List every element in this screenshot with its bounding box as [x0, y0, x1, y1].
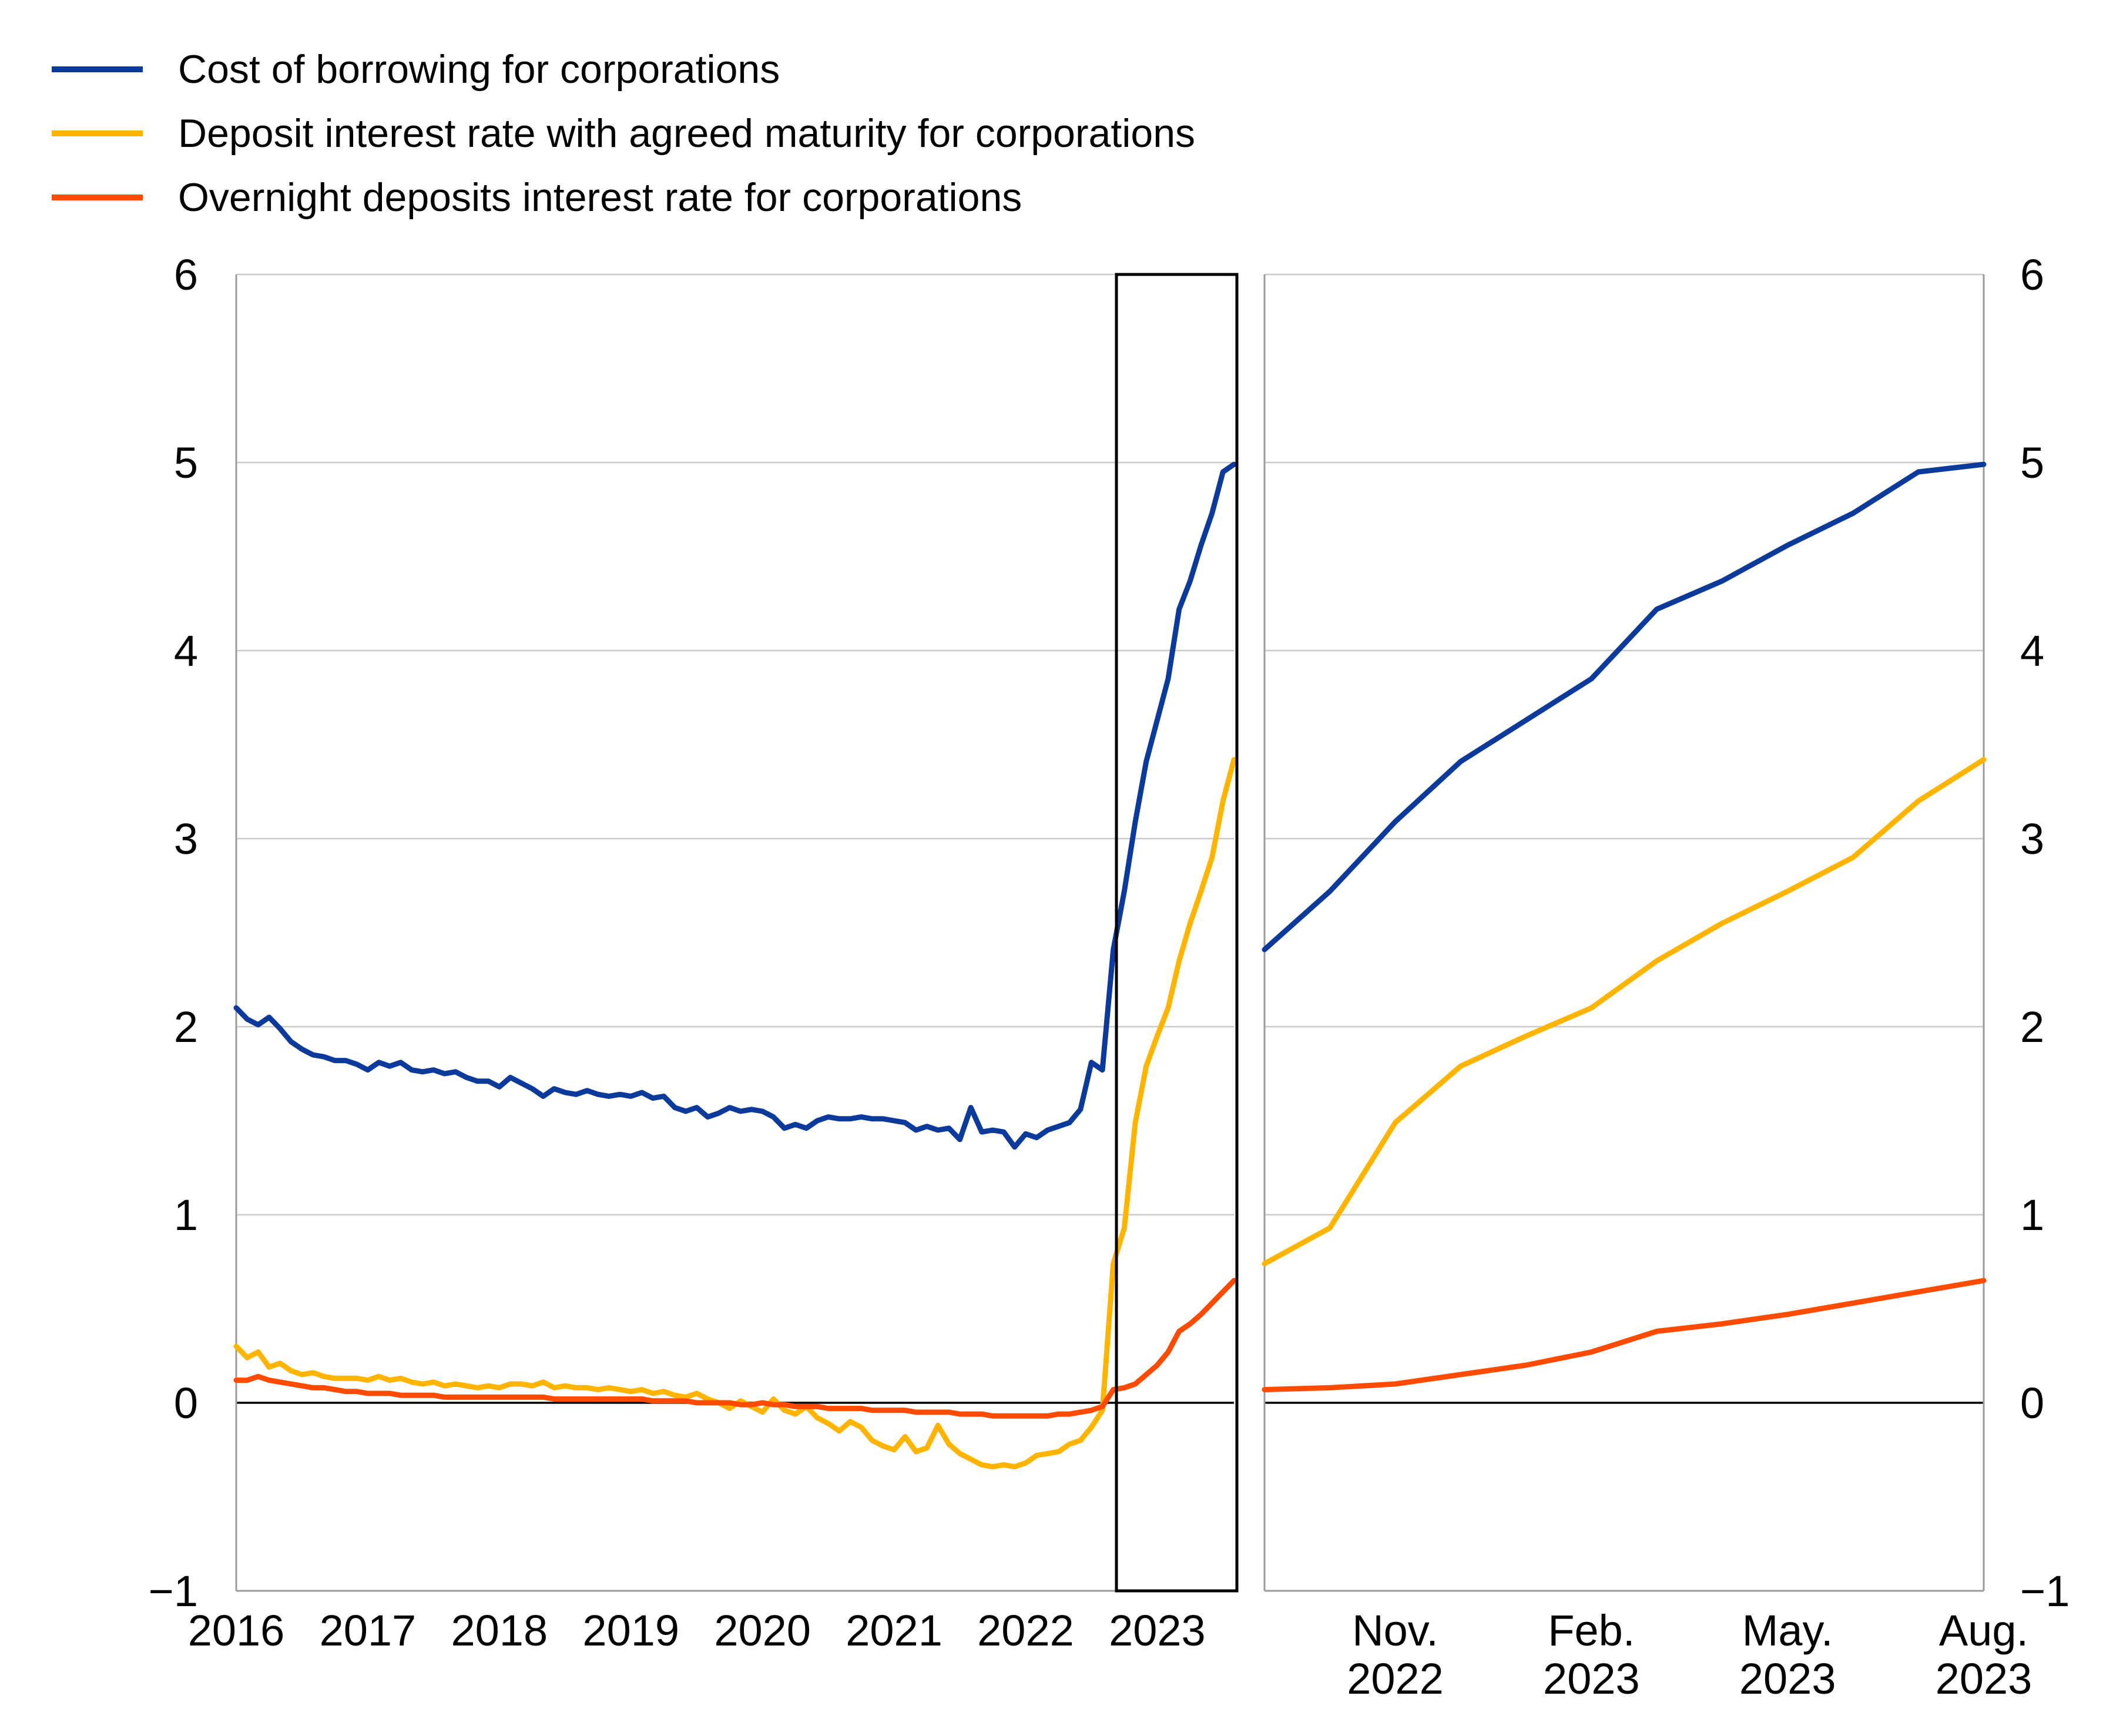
legend-label: Overnight deposits interest rate for cor…	[178, 175, 1022, 220]
y-tick-label-left: 2	[174, 1003, 198, 1051]
zoom-highlight-rect	[1115, 273, 1239, 1593]
y-tick-label-left: 4	[174, 626, 198, 675]
x-tick-label-month: Aug.	[1939, 1606, 2028, 1655]
series-line-deposit_agreed_maturity	[233, 757, 1237, 1470]
x-tick-label-month: Nov.	[1352, 1606, 1438, 1655]
x-tick-label-year: 2016	[188, 1606, 285, 1655]
y-tick-label-left: 0	[174, 1379, 198, 1427]
series-line-overnight_deposits	[233, 1278, 1237, 1419]
y-tick-label-right: 1	[2020, 1191, 2044, 1239]
x-tick-label-month-year: 2022	[1347, 1654, 1444, 1703]
y-tick-label-left: 6	[174, 250, 198, 299]
legend: Cost of borrowing for corporations Depos…	[52, 37, 1195, 229]
series-line-cost_of_borrowing	[233, 461, 1237, 1150]
y-tick-label-right: 6	[2020, 250, 2044, 299]
legend-item: Deposit interest rate with agreed maturi…	[52, 101, 1195, 165]
y-tick-label-right: 2	[2020, 1003, 2044, 1051]
legend-line-swatch-deposit-agreed-maturity	[52, 130, 143, 136]
x-tick-label-year: 2020	[714, 1606, 811, 1655]
y-tick-label-right: −1	[2020, 1567, 2070, 1616]
legend-label: Deposit interest rate with agreed maturi…	[178, 110, 1196, 156]
x-tick-label-year: 2023	[1109, 1606, 1206, 1655]
y-tick-label-left: 1	[174, 1191, 198, 1239]
y-tick-label-right: 5	[2020, 438, 2044, 487]
legend-line-swatch-overnight-deposits	[52, 194, 143, 200]
legend-item: Cost of borrowing for corporations	[52, 37, 1195, 101]
x-tick-label-month-year: 2023	[1739, 1654, 1836, 1703]
x-tick-label-month-year: 2023	[1936, 1654, 2032, 1703]
x-tick-label-year: 2017	[320, 1606, 417, 1655]
series-line-cost_of_borrowing	[1262, 461, 1987, 953]
x-tick-label-month: Feb.	[1548, 1606, 1635, 1655]
x-tick-label-year: 2021	[846, 1606, 943, 1655]
x-tick-label-month: May.	[1742, 1606, 1833, 1655]
series-line-overnight_deposits	[1262, 1278, 1987, 1393]
y-tick-label-right: 0	[2020, 1379, 2044, 1427]
x-tick-label-year: 2022	[977, 1606, 1074, 1655]
x-tick-label-month-year: 2023	[1543, 1654, 1640, 1703]
series-line-deposit_agreed_maturity	[1262, 757, 1987, 1266]
y-tick-label-left: 3	[174, 815, 198, 863]
legend-label: Cost of borrowing for corporations	[178, 46, 780, 92]
legend-item: Overnight deposits interest rate for cor…	[52, 165, 1195, 229]
y-tick-label-left: −1	[149, 1567, 198, 1616]
y-tick-label-right: 3	[2020, 815, 2044, 863]
y-tick-label-left: 5	[174, 438, 198, 487]
x-tick-label-year: 2018	[451, 1606, 548, 1655]
legend-line-swatch-cost-of-borrowing	[52, 66, 143, 72]
y-tick-label-right: 4	[2020, 626, 2044, 675]
x-tick-label-year: 2019	[582, 1606, 679, 1655]
